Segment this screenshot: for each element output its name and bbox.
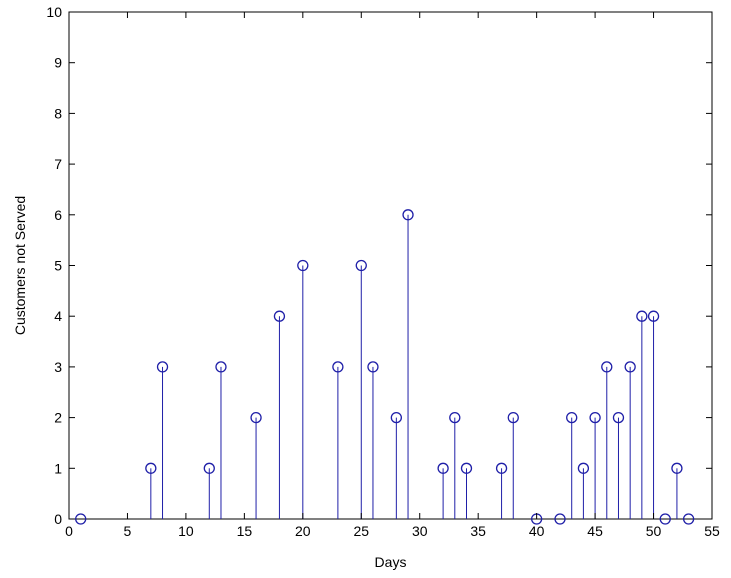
data-point [156,361,169,373]
data-point [355,259,367,272]
data-point [554,513,566,525]
x-tick-labels: 0 5 10 15 20 25 30 35 40 45 50 55 [65,523,720,539]
data-point [402,209,414,221]
x-tick-label: 30 [412,523,428,539]
x-tick-label: 25 [353,523,369,539]
data-point [215,361,227,373]
data-point [390,411,402,424]
data-point [577,462,590,474]
y-tick-label: 2 [54,410,62,426]
data-point [273,310,286,322]
data-point [612,411,625,424]
data-point [437,462,449,474]
data-point [75,513,87,525]
y-tick-label: 1 [54,460,62,476]
data-point [367,361,379,373]
x-tick-label: 55 [704,523,720,539]
y-axis-label: Customers not Served [12,196,28,335]
y-tick-label: 7 [54,156,62,172]
x-tick-label: 45 [587,523,603,539]
x-tick-label: 5 [124,523,132,539]
data-point [601,361,613,373]
x-tick-label: 50 [646,523,662,539]
data-point [682,513,695,525]
x-tick-label: 40 [529,523,545,539]
data-point [589,411,601,424]
data-point [449,411,461,424]
data-point [297,259,309,272]
x-tick-label: 0 [65,523,73,539]
data-point [659,513,671,525]
data-point [671,462,683,474]
y-tick-label: 4 [54,308,62,324]
x-tick-label: 35 [470,523,486,539]
stem-markers [75,209,695,525]
data-point [636,310,648,322]
y-tick-label: 3 [54,359,62,375]
data-point [624,361,636,373]
y-tick-label: 0 [54,511,62,527]
x-tick-label: 20 [295,523,311,539]
data-point [250,411,262,424]
axis-ticks [68,11,713,520]
data-point [507,411,519,424]
data-point [566,411,578,424]
plot-area [68,11,713,520]
y-tick-label: 9 [54,55,62,71]
data-point [145,462,157,474]
data-point [495,462,508,474]
data-point [332,361,344,373]
x-tick-label: 10 [178,523,194,539]
data-point [647,310,660,322]
stem-lines [150,214,678,519]
y-tick-labels: 0 1 2 3 4 5 6 7 8 9 10 [46,4,62,527]
x-axis-label: Days [375,554,407,570]
data-point [460,462,473,474]
y-tick-label: 10 [46,4,62,20]
data-point [203,462,215,474]
y-tick-label: 8 [54,105,62,121]
x-tick-label: 15 [237,523,253,539]
y-tick-label: 6 [54,207,62,223]
y-tick-label: 5 [54,258,62,274]
